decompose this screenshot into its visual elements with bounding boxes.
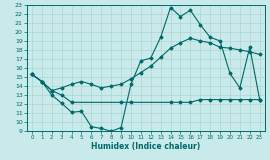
X-axis label: Humidex (Indice chaleur): Humidex (Indice chaleur) xyxy=(91,142,200,151)
